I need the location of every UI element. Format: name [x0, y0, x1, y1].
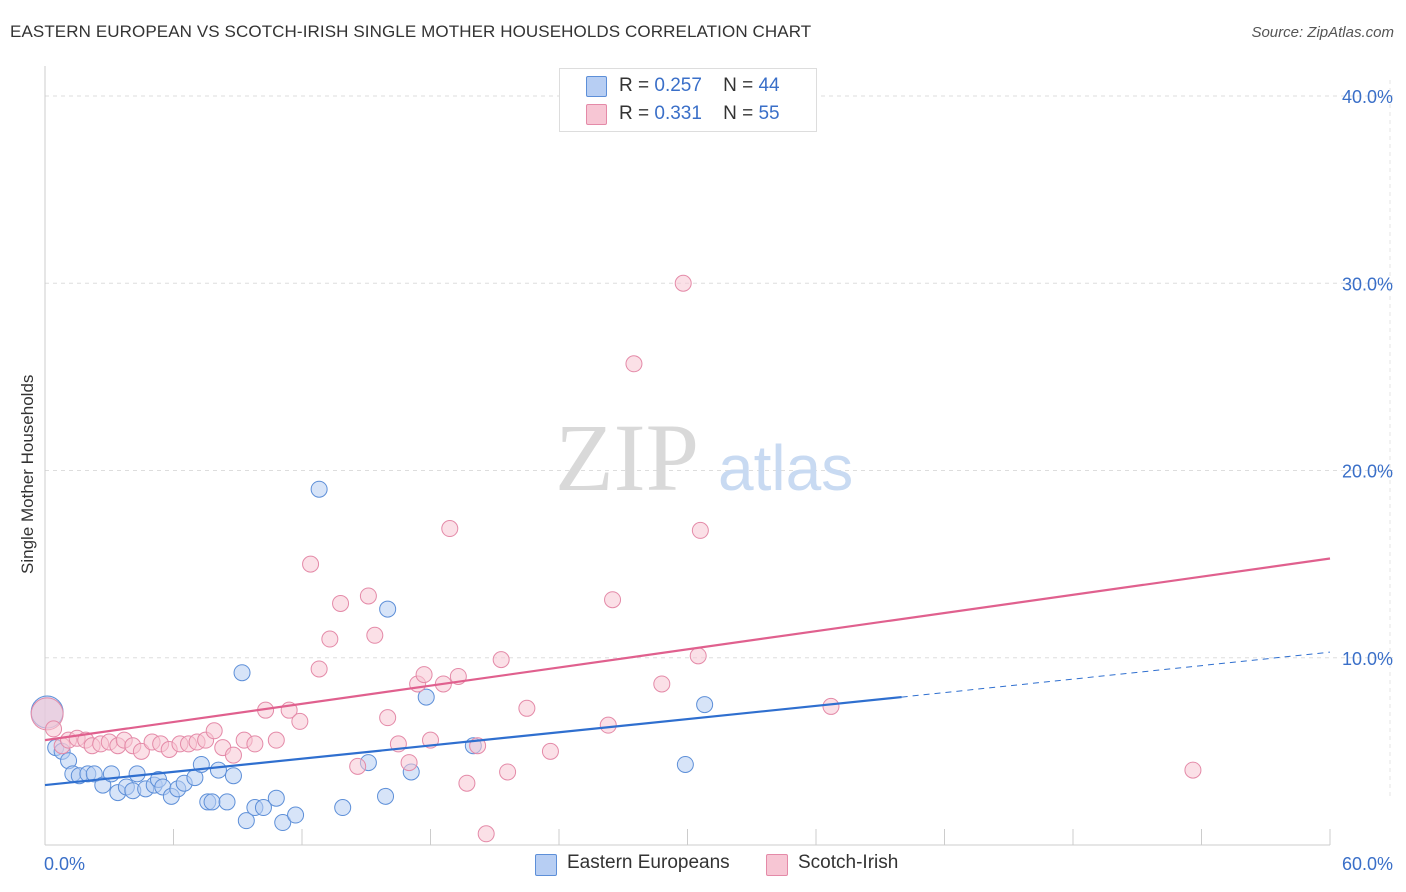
point-eastern [203, 793, 221, 811]
point-scotch [310, 660, 328, 678]
point-scotch [321, 630, 339, 648]
point-scotch [674, 274, 692, 292]
legend-label: Scotch-Irish [798, 852, 899, 873]
gridlines [45, 95, 1395, 659]
point-scotch [541, 742, 559, 760]
point-scotch [518, 699, 536, 717]
points [30, 274, 1202, 843]
point-eastern [254, 799, 272, 817]
y-tick-label: 30.0% [1342, 274, 1393, 294]
point-eastern [377, 787, 395, 805]
blue-swatch [586, 76, 607, 97]
watermark-zip: ZIP [555, 404, 699, 511]
point-eastern [676, 755, 694, 773]
point-eastern [696, 696, 714, 714]
point-eastern [85, 765, 103, 783]
point-eastern [379, 600, 397, 618]
point-scotch [379, 709, 397, 727]
point-scotch [246, 735, 264, 753]
trendline-scotch [44, 557, 1331, 742]
x-tick-label-min: 0.0% [44, 854, 85, 874]
point-scotch [441, 520, 459, 538]
point-scotch [604, 591, 622, 609]
point-scotch [332, 594, 350, 612]
point-eastern [417, 688, 435, 706]
point-scotch [45, 720, 63, 738]
y-tick-label: 40.0% [1342, 87, 1393, 107]
point-scotch [267, 731, 285, 749]
y-axis-label: Single Mother Households [18, 374, 37, 574]
point-scotch [359, 587, 377, 605]
point-scotch [625, 355, 643, 373]
point-scotch [691, 521, 709, 539]
r-value: 0.331 [654, 103, 702, 124]
point-eastern [128, 765, 146, 783]
point-scotch [415, 666, 433, 684]
point-scotch [822, 697, 840, 715]
y-tick-label: 10.0% [1342, 649, 1393, 669]
point-scotch [302, 555, 320, 573]
n-value: 44 [758, 75, 780, 96]
r-value: 0.257 [654, 75, 702, 96]
point-eastern [233, 664, 251, 682]
point-scotch [291, 712, 309, 730]
point-scotch [224, 746, 242, 764]
source-label: Source: ZipAtlas.com [1251, 24, 1394, 41]
pink-swatch [766, 854, 788, 876]
point-scotch [366, 626, 384, 644]
n-value: 55 [758, 103, 780, 124]
legend-label: Eastern Europeans [567, 852, 730, 873]
point-scotch [349, 757, 367, 775]
point-scotch [653, 675, 671, 693]
point-scotch [1184, 761, 1202, 779]
point-eastern [274, 814, 292, 832]
point-eastern [209, 761, 227, 779]
n-label: N = [723, 103, 754, 124]
r-label: R = [619, 103, 650, 124]
point-eastern [218, 793, 236, 811]
point-scotch [499, 763, 517, 781]
point-scotch [132, 742, 150, 760]
n-label: N = [723, 75, 754, 96]
point-scotch [689, 647, 707, 665]
chart-title: EASTERN EUROPEAN VS SCOTCH-IRISH SINGLE … [10, 22, 812, 41]
point-eastern [94, 776, 112, 794]
x-tick-label-max: 60.0% [1342, 854, 1393, 874]
pink-swatch [586, 104, 607, 125]
point-eastern [237, 812, 255, 830]
point-eastern [334, 799, 352, 817]
point-scotch [477, 825, 495, 843]
trend-lines [44, 557, 1331, 787]
trendline-eastern [44, 695, 902, 787]
tick-labels: 10.0% 20.0% 30.0% 40.0% 0.0% 60.0% [44, 87, 1393, 874]
stats-legend: R = 0.257 N = 44 R = 0.331 N = 55 [559, 68, 817, 132]
r-label: R = [619, 75, 650, 96]
point-eastern [224, 767, 242, 785]
blue-swatch [535, 854, 557, 876]
point-scotch [400, 754, 418, 772]
point-eastern [287, 806, 305, 824]
point-eastern [267, 789, 285, 807]
point-scotch [492, 651, 510, 669]
watermark: ZIP atlas [555, 404, 853, 511]
trendline-eastern-projection [901, 651, 1331, 698]
point-eastern [310, 480, 328, 498]
point-scotch [599, 716, 617, 734]
point-scotch [458, 774, 476, 792]
y-tick-label: 20.0% [1342, 462, 1393, 482]
watermark-atlas: atlas [718, 432, 853, 504]
point-scotch [205, 722, 223, 740]
